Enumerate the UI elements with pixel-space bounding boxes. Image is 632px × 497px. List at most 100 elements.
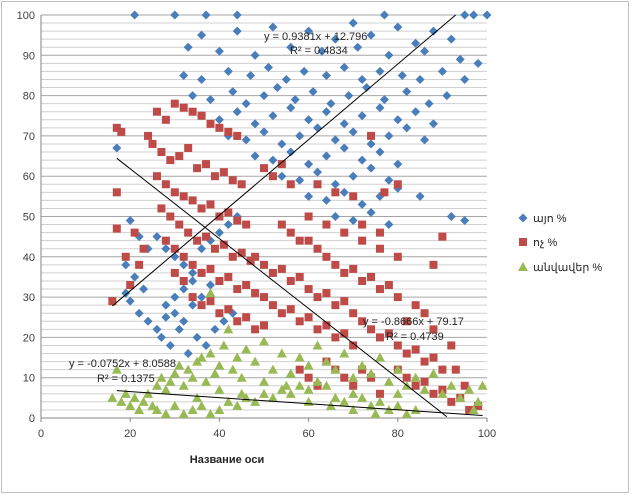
data-point <box>295 236 304 245</box>
data-point <box>166 212 175 221</box>
data-point <box>349 309 358 318</box>
data-point <box>241 135 251 145</box>
data-point <box>349 341 358 350</box>
data-point <box>411 301 420 310</box>
data-point <box>193 236 202 245</box>
data-point <box>313 244 322 253</box>
data-point <box>294 352 305 362</box>
data-point <box>375 285 384 294</box>
data-point <box>157 204 166 213</box>
data-point <box>228 176 237 185</box>
data-point <box>299 66 309 76</box>
data-point <box>242 220 251 229</box>
data-point <box>170 292 180 302</box>
data-point <box>268 268 277 277</box>
data-point <box>455 54 465 64</box>
data-point <box>330 392 341 402</box>
data-point <box>447 397 456 406</box>
data-point <box>401 408 412 418</box>
x-tick-label: 40 <box>213 428 225 440</box>
data-point <box>228 252 237 261</box>
data-point <box>259 388 269 398</box>
data-point <box>169 400 180 410</box>
data-point <box>339 143 349 153</box>
y-tick-label: 20 <box>23 332 35 344</box>
data-point <box>112 123 121 132</box>
data-point <box>174 324 184 334</box>
data-point <box>197 74 207 84</box>
data-point <box>224 127 233 136</box>
data-point <box>251 252 260 261</box>
data-point <box>242 281 251 290</box>
data-point <box>340 228 349 237</box>
x-tick-label: 60 <box>302 428 314 440</box>
data-point <box>111 364 122 374</box>
legend-marker <box>518 262 528 271</box>
data-point <box>233 216 242 225</box>
data-point <box>161 180 170 189</box>
data-point <box>214 384 225 394</box>
data-point <box>357 74 367 84</box>
legend-item: անվավեր % <box>518 262 602 274</box>
data-point <box>161 300 171 310</box>
legend-label: ոչ % <box>533 237 557 249</box>
data-point <box>295 272 304 281</box>
data-point <box>214 115 224 125</box>
data-point <box>374 352 385 362</box>
data-point <box>188 293 197 302</box>
data-point <box>304 115 314 125</box>
data-point <box>165 340 175 350</box>
data-point <box>157 148 166 157</box>
data-point <box>188 260 197 269</box>
data-point <box>223 324 234 334</box>
data-point <box>227 364 238 374</box>
data-point <box>330 179 340 189</box>
data-point <box>206 264 215 273</box>
data-point <box>205 408 216 418</box>
data-point <box>121 252 130 261</box>
data-point <box>178 380 189 390</box>
data-point <box>379 10 389 20</box>
data-point <box>384 50 394 60</box>
trendline-r-squared: R² = 0.1375 <box>97 373 155 385</box>
data-point <box>161 115 170 124</box>
data-point <box>246 256 255 265</box>
scatter-chart: 0 10 20 30 40 50 60 70 80 90 100 0 20 40 60 80 100 y = 0… <box>17 10 603 466</box>
data-point <box>473 58 483 68</box>
data-point <box>285 368 296 378</box>
data-point <box>321 70 331 80</box>
data-point <box>187 404 198 414</box>
data-point <box>214 360 225 370</box>
data-point <box>339 62 349 72</box>
data-point <box>348 127 358 137</box>
data-point <box>290 95 300 105</box>
data-point <box>151 404 162 414</box>
data-point <box>420 309 429 318</box>
data-point <box>304 285 313 294</box>
data-point <box>169 368 180 378</box>
data-point <box>174 360 185 370</box>
data-point <box>460 381 469 390</box>
data-point <box>420 377 429 386</box>
data-point <box>179 316 189 326</box>
data-point <box>357 111 367 121</box>
data-point <box>367 325 376 334</box>
data-point <box>392 388 403 398</box>
data-point <box>424 99 434 109</box>
data-point <box>339 119 349 129</box>
data-point <box>179 192 188 201</box>
data-point <box>210 324 220 334</box>
data-point <box>429 389 438 398</box>
data-point <box>308 87 318 97</box>
data-point <box>193 164 202 173</box>
data-point <box>108 297 117 306</box>
data-point <box>379 95 389 105</box>
data-point <box>196 352 207 362</box>
data-point <box>170 308 180 318</box>
data-point <box>161 236 170 245</box>
trendlines <box>112 14 483 418</box>
data-point <box>170 188 179 197</box>
trendline-equation: y = -0.0752x + 8.0588 <box>69 358 176 370</box>
data-point <box>330 34 340 44</box>
data-point <box>151 380 162 390</box>
